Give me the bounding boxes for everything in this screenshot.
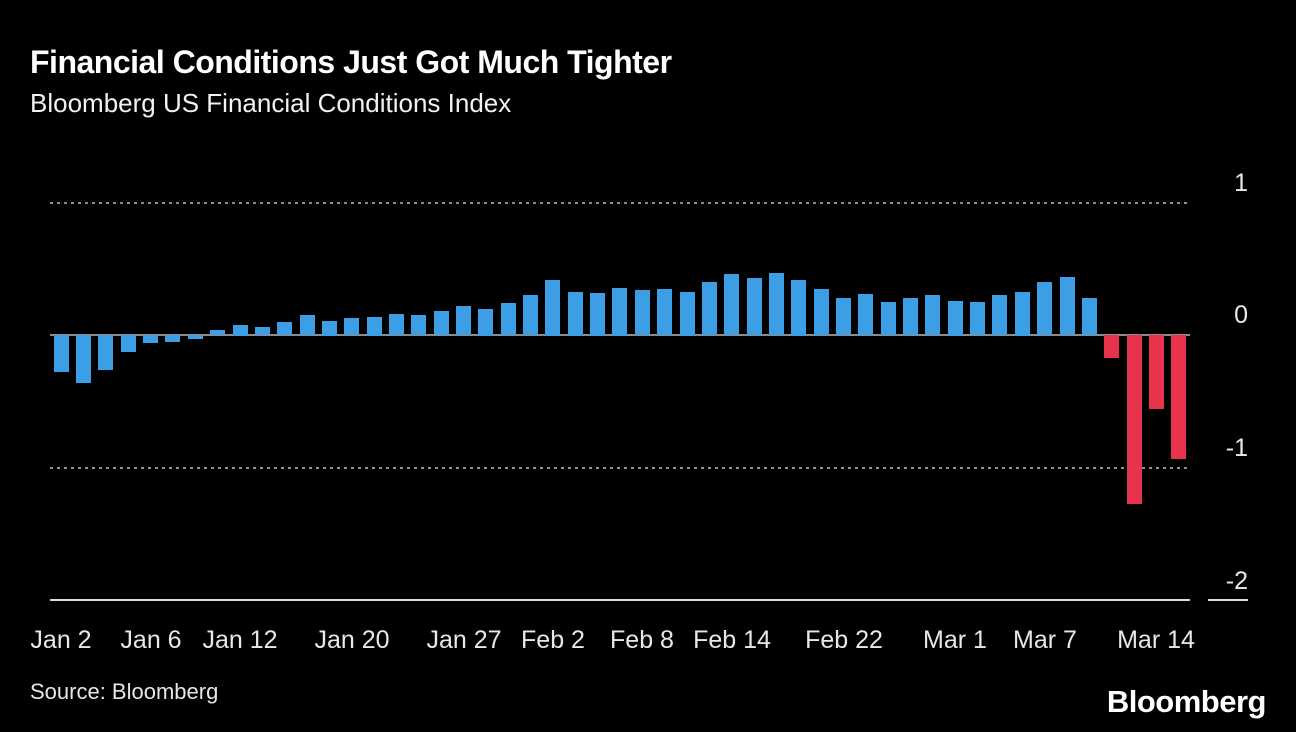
bar-mar-1	[948, 301, 963, 336]
chart-subtitle: Bloomberg US Financial Conditions Index	[30, 88, 512, 118]
bar-mar-9	[1082, 298, 1097, 335]
bar-mar-7	[1037, 282, 1052, 335]
x-tick-label-jan-20: Jan 20	[314, 626, 390, 654]
bar-feb-22	[836, 298, 851, 335]
bloomberg-logo: Bloomberg	[1106, 684, 1267, 719]
bar-feb-14	[724, 274, 739, 335]
bar-mar-14	[1149, 335, 1164, 409]
bar-jan-26	[434, 311, 449, 335]
x-tick-label-feb-22: Feb 22	[805, 626, 883, 654]
bar-jan-4	[98, 335, 113, 370]
x-axis-labels: Jan 2 Jan 6 Jan 12 Jan 20 Jan 27 Feb 2 Feb 8 Fe…	[30, 626, 1194, 660]
bar-jan-6	[143, 335, 158, 343]
y-tick-label--2: -2	[1225, 567, 1248, 595]
x-tick-label-feb-14: Feb 14	[693, 626, 771, 654]
bar-jan-24	[389, 314, 404, 335]
x-tick-label-mar-7: Mar 7	[1013, 626, 1077, 654]
axis-baseline-right-segment	[1208, 599, 1248, 601]
bar-feb-27	[903, 298, 918, 335]
bar-jan-3	[76, 335, 91, 383]
x-tick-label-jan-2: Jan 2	[30, 626, 92, 654]
bar-mar-10	[1104, 335, 1119, 358]
bar-jan-19	[322, 321, 337, 336]
bar-feb-10	[680, 292, 695, 336]
bar-jan-11	[210, 330, 225, 335]
bar-jan-31	[501, 303, 516, 335]
plot-area	[50, 160, 1190, 601]
bar-feb-17	[791, 280, 806, 336]
bar-mar-13	[1127, 335, 1142, 504]
bar-feb-15	[747, 278, 762, 335]
bar-jan-17	[277, 322, 292, 335]
bar-feb-8	[635, 290, 650, 335]
bar-jan-13	[255, 327, 270, 335]
y-tick-label-1: 1	[1234, 169, 1248, 197]
x-tick-label-jan-27: Jan 27	[426, 626, 502, 654]
gridline--1	[50, 467, 1190, 470]
bar-jan-9	[165, 335, 180, 342]
bar-mar-8	[1060, 277, 1075, 335]
chart-title: Financial Conditions Just Got Much Tight…	[30, 44, 672, 80]
bar-mar-6	[1015, 292, 1030, 336]
bar-feb-24	[881, 302, 896, 335]
x-tick-label-feb-2: Feb 2	[521, 626, 585, 654]
bar-feb-3	[568, 292, 583, 336]
bar-feb-9	[657, 289, 672, 335]
bar-mar-15	[1171, 335, 1186, 459]
bar-feb-2	[545, 280, 560, 336]
x-tick-label-mar-1: Mar 1	[923, 626, 987, 654]
x-axis-baseline	[50, 599, 1190, 601]
bar-feb-16	[769, 273, 784, 335]
bar-feb-28	[925, 295, 940, 335]
source-note: Source: Bloomberg	[30, 679, 219, 704]
bar-mar-2	[970, 302, 985, 335]
x-tick-label-jan-12: Jan 12	[202, 626, 278, 654]
y-axis-labels: 1 0 -1 -2	[1200, 160, 1248, 601]
bar-jan-27	[456, 306, 471, 335]
bar-feb-7	[612, 288, 627, 336]
x-tick-label-feb-8: Feb 8	[610, 626, 674, 654]
bar-jan-25	[411, 315, 426, 335]
bar-jan-30	[478, 309, 493, 336]
bar-jan-18	[300, 315, 315, 335]
bar-feb-6	[590, 293, 605, 336]
gridline-1	[50, 201, 1190, 204]
y-tick-label--1: -1	[1225, 434, 1248, 462]
bar-mar-3	[992, 295, 1007, 335]
y-tick-label-0: 0	[1234, 301, 1248, 329]
x-tick-label-mar-14: Mar 14	[1117, 626, 1195, 654]
bar-jan-2	[54, 335, 69, 372]
bar-jan-10	[188, 335, 203, 339]
bar-feb-13	[702, 282, 717, 335]
bar-jan-5	[121, 335, 136, 352]
bar-jan-20	[344, 318, 359, 335]
bar-jan-12	[233, 325, 248, 336]
bar-feb-21	[814, 289, 829, 335]
bar-jan-23	[367, 317, 382, 336]
bar-feb-23	[858, 294, 873, 335]
x-tick-label-jan-6: Jan 6	[120, 626, 182, 654]
bar-feb-1	[523, 295, 538, 335]
